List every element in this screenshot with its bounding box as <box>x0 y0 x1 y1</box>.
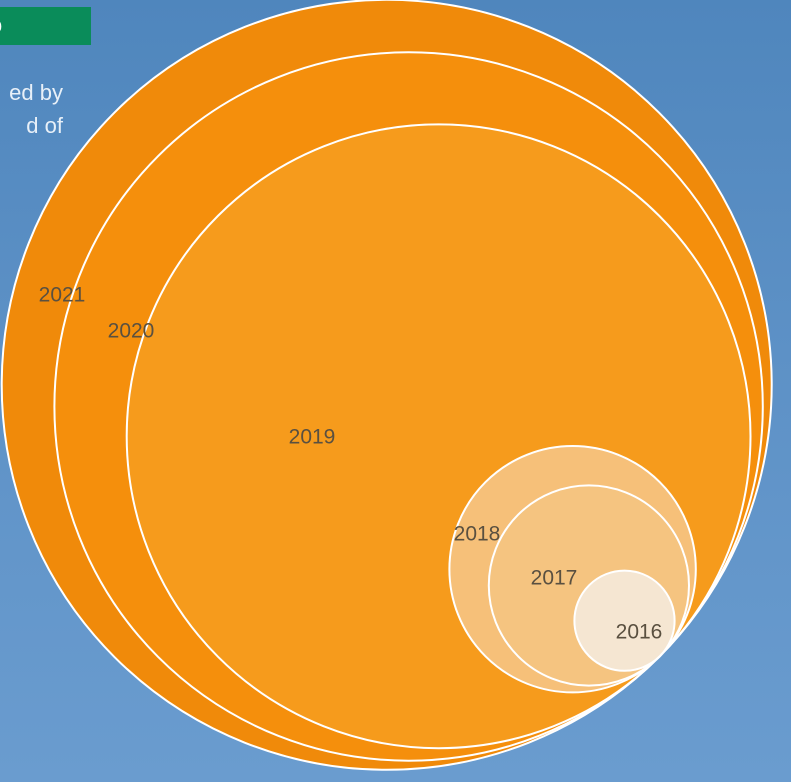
bubble-label-2017: 2017 <box>531 567 578 590</box>
bubble-label-2020: 2020 <box>108 320 155 343</box>
bubble-label-2016: 2016 <box>616 621 663 644</box>
bubble-label-2019: 2019 <box>289 426 336 449</box>
intro-line-2: d of <box>26 113 63 138</box>
bubble-2016 <box>573 569 676 672</box>
green-tag-text: b <box>0 7 2 45</box>
bubble-label-2018: 2018 <box>454 523 501 546</box>
intro-line-1: ed by <box>9 80 63 105</box>
intro-text: ed by d of <box>0 76 70 142</box>
green-tag: b <box>0 7 91 45</box>
bubble-label-2021: 2021 <box>39 284 86 307</box>
